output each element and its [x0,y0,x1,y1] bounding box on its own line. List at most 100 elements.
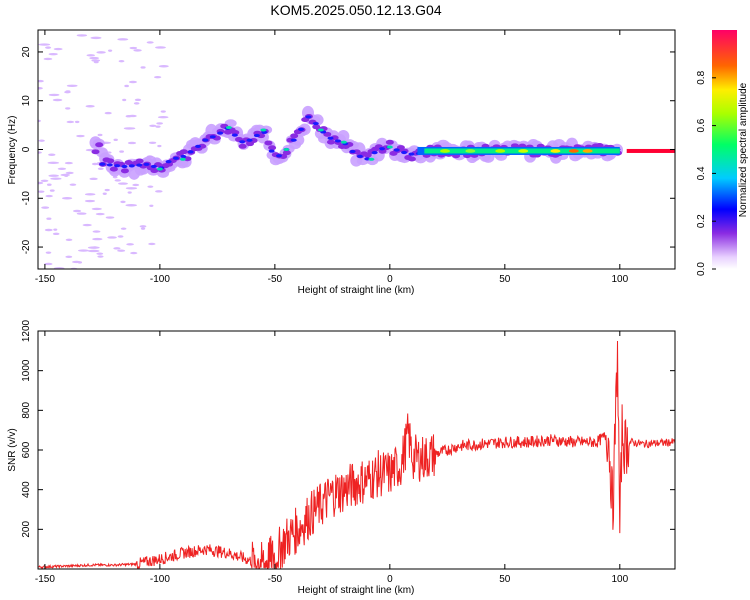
heatmap-noise-blob [76,212,87,215]
heatmap-hotspot [368,157,375,161]
snr-xtick-label: 50 [499,574,511,585]
heatmap-noise-blob [107,236,117,239]
heatmap-xtick-label: 100 [611,274,628,285]
heatmap-peak-blob [334,139,341,143]
heatmap-noise-blob [133,49,142,52]
heatmap-peak-blob [268,149,275,153]
heatmap-noise-blob [38,181,44,185]
heatmap-noise-blob [157,144,162,148]
snr-xtick-label: -100 [150,574,170,585]
heatmap-noise-blob [124,84,129,88]
colorbar-tick-label: 0.0 [696,262,707,276]
heatmap-noise-blob [48,52,58,56]
heatmap-noise-blob [104,188,110,192]
heatmap-peak-blob [393,148,400,152]
heatmap-noise-blob [139,225,147,228]
heatmap-noise-blob [65,255,73,259]
heatmap-peak-blob [305,115,312,119]
heatmap-noise-blob [125,115,132,118]
heatmap-core-blob [135,158,144,164]
heatmap-core-blob [385,139,394,145]
heatmap-noise-blob [76,34,88,37]
snr-plot-area [38,331,675,569]
heatmap-noise-blob [90,36,102,40]
heatmap-core-blob [282,150,291,156]
heatmap-noise-blob [44,262,53,266]
snr-panel: -150 -100 -50 0 50 100 200 400 600 800 1000 1200 H… [7,319,676,596]
heatmap-noise-blob [140,66,146,69]
heatmap-peak-blob [379,147,386,151]
heatmap-noise-blob [149,124,157,127]
snr-y-ticks: 200 400 600 800 1000 1200 [21,319,675,538]
snr-ytick-label: 600 [21,441,32,458]
heatmap-peak-blob [261,130,268,134]
heatmap-noise-blob [117,38,129,41]
heatmap-band-hotspot [518,149,529,153]
colorbar-tick-label: 0.8 [696,70,707,84]
heatmap-noise-blob [126,243,134,246]
heatmap-core-blob [595,142,604,148]
heatmap-noise-blob [117,249,126,252]
heatmap-peak-blob [150,164,157,169]
heatmap-noise-blob [38,190,45,193]
heatmap-peak-blob [239,140,246,144]
heatmap-noise-blob [120,227,127,230]
heatmap-noise-blob [125,204,138,207]
snr-y-axis-label: SNR (v/v) [7,428,18,471]
heatmap-core-blob [106,158,115,164]
heatmap-core-blob [407,156,416,162]
snr-xtick-label: 0 [387,574,393,585]
heatmap-noise-blob [146,41,154,44]
heatmap-peak-blob [246,138,253,142]
colorbar-tick-label: 0.4 [696,166,707,180]
heatmap-peak-blob [187,150,194,154]
heatmap-noise-blob [119,150,124,153]
heatmap-noise-blob [102,192,107,195]
heatmap-noise-blob [95,212,105,216]
heatmap-noise-blob [38,139,45,142]
heatmap-noise-blob [160,110,166,113]
snr-ytick-label: 200 [21,521,32,538]
heatmap-noise-blob [130,251,138,255]
heatmap-noise-blob [48,174,59,177]
heatmap-noise-blob [97,255,104,258]
heatmap-noise-blob [82,223,92,227]
heatmap-noise-blob [128,80,137,84]
heatmap-noise-blob [72,209,82,213]
heatmap-core-blob [198,143,207,149]
colorbar-ticks: 0.0 0.2 0.4 0.6 0.8 [696,70,716,276]
heatmap-peak-blob [401,150,408,155]
heatmap-hotspot [283,148,290,151]
heatmap-core-blob [91,149,100,155]
heatmap-noise-blob [97,167,104,170]
heatmap-noise-blob [153,75,162,79]
heatmap-hotspot [156,167,163,171]
heatmap-ytick-label: 0 [21,146,32,152]
heatmap-xtick-label: -50 [268,274,283,285]
heatmap-core-blob [264,140,273,146]
heatmap-noise-blob [87,249,100,253]
heatmap-noise-blob [74,120,80,124]
heatmap-peak-blob [209,135,216,139]
heatmap-peak-blob [172,156,179,160]
heatmap-core-blob [95,142,104,148]
heatmap-hotspot [179,157,186,161]
heatmap-core-blob [179,149,188,155]
heatmap-noise-blob [38,43,51,46]
heatmap-y-axis-label: Frequency (Hz) [7,116,18,185]
heatmap-core-blob [238,143,247,149]
heatmap-noise-blob [89,177,98,181]
heatmap-peak-blob [136,163,143,167]
heatmap-noise-blob [133,102,140,105]
heatmap-band-hotspot [440,149,451,153]
colorbar-label: Normalized spectral amplitude [738,82,749,217]
heatmap-noise-blob [38,87,43,90]
heatmap-noise-blob [64,90,71,94]
heatmap-xtick-label: -100 [150,274,170,285]
heatmap-band-hotspot [568,149,579,153]
heatmap-band-hotspot [465,149,476,153]
snr-xtick-label: -50 [268,574,283,585]
colorbar-gradient [712,30,737,269]
heatmap-ytick-label: -10 [21,191,32,206]
